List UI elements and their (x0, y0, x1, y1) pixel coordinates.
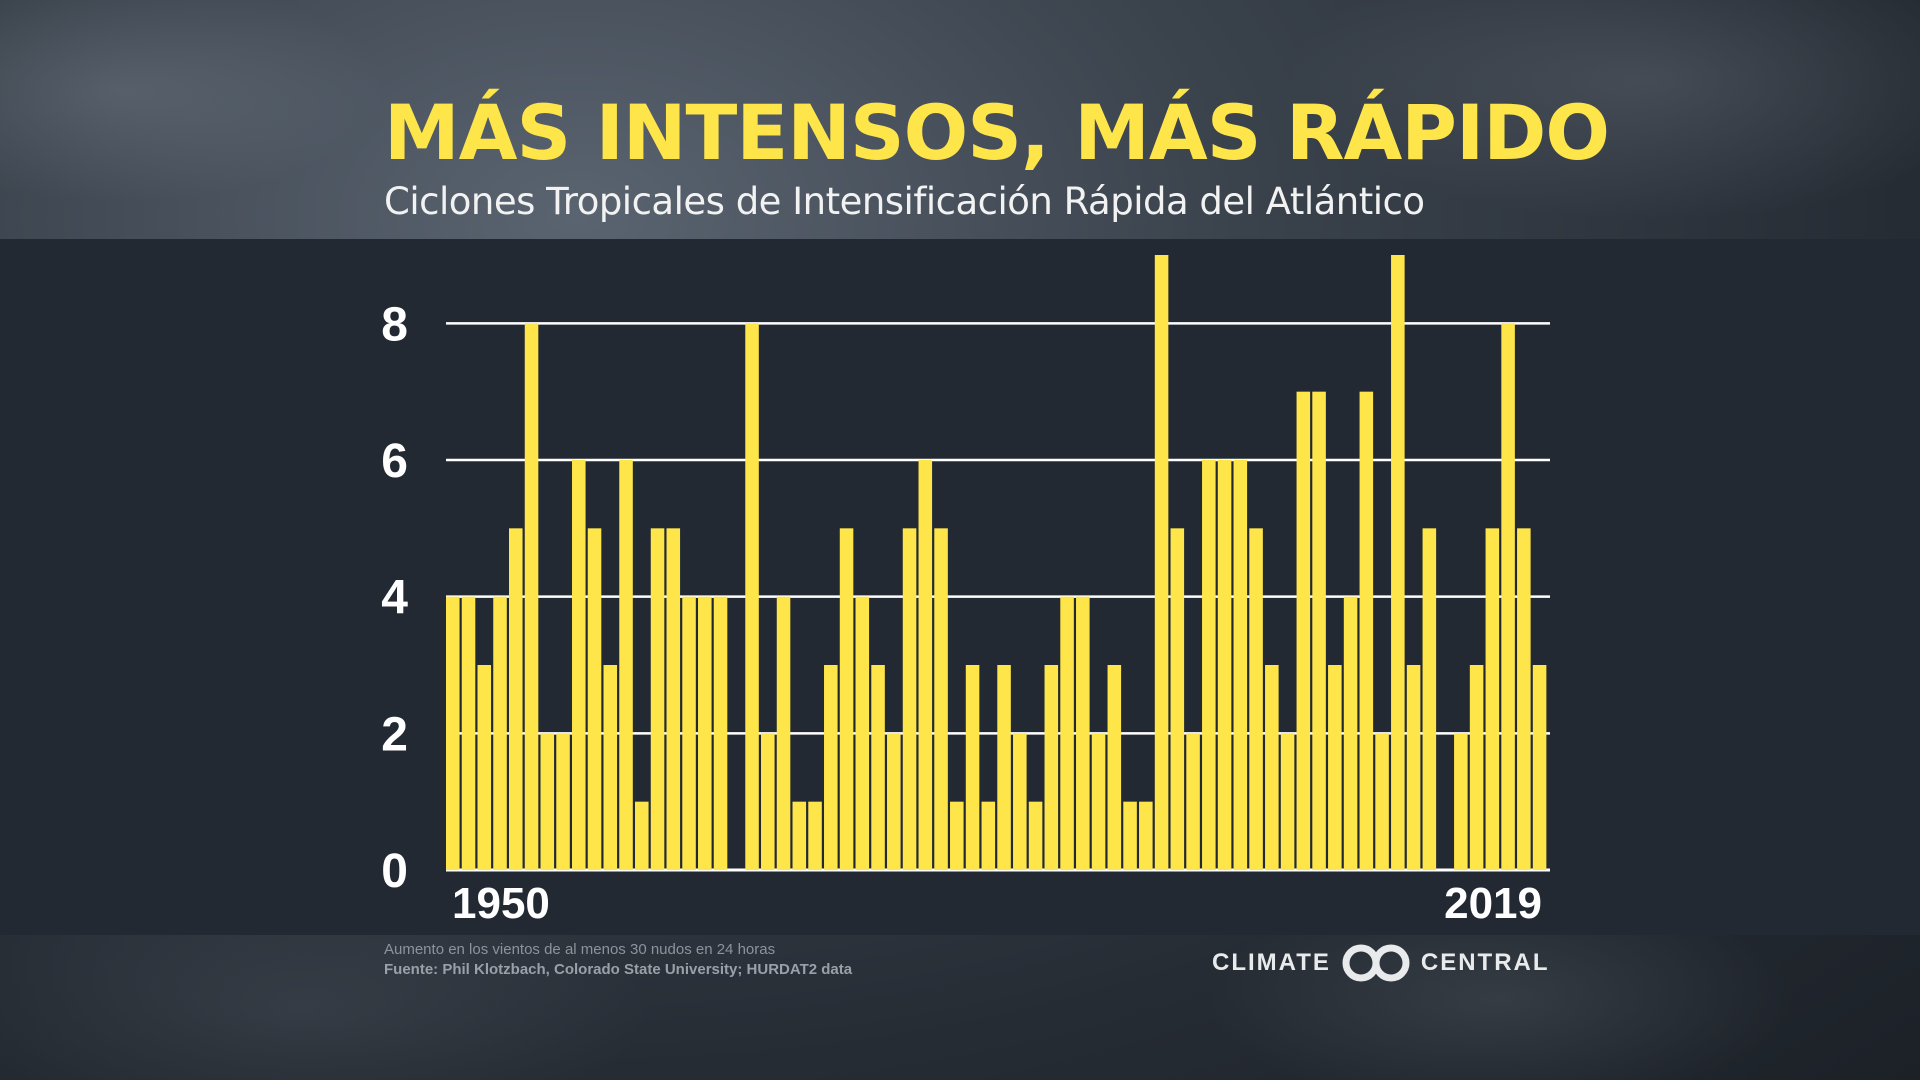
bar-1965 (682, 596, 696, 870)
bar-2009 (1375, 733, 1389, 870)
bar-1975 (839, 528, 854, 870)
footnote-source: Fuente: Phil Klotzbach, Colorado State U… (384, 961, 853, 978)
bar-1998 (1202, 460, 1216, 870)
footnote-note: Aumento en los vientos de al menos 30 nu… (384, 941, 776, 958)
bar-2002 (1265, 665, 1279, 870)
bar-1953 (493, 596, 507, 870)
bar-1978 (887, 733, 901, 870)
bar-1977 (871, 665, 885, 870)
bar-1987 (1028, 801, 1043, 870)
bar-2019 (1532, 665, 1547, 870)
bar-1985 (997, 665, 1011, 870)
bar-2018 (1517, 528, 1531, 870)
bar-2004 (1296, 391, 1311, 870)
bar-2015 (1469, 665, 1484, 870)
bar-2001 (1249, 528, 1263, 870)
bar-2000 (1233, 460, 1248, 870)
bar-1966 (698, 596, 712, 870)
bar-1995 (1154, 255, 1169, 870)
y-tick-label: 6 (381, 435, 408, 488)
bar-1984 (981, 801, 996, 870)
bar-1999 (1217, 460, 1232, 870)
bar-1981 (934, 528, 948, 870)
bar-2012 (1422, 528, 1437, 870)
bar-1972 (792, 801, 807, 870)
bar-1951 (461, 596, 476, 870)
bar-1982 (950, 801, 964, 870)
bar-1989 (1060, 596, 1074, 870)
bar-1983 (965, 665, 980, 870)
bar-2014 (1454, 733, 1468, 870)
y-tick-label: 4 (381, 572, 408, 625)
bar-2016 (1485, 528, 1500, 870)
bar-1990 (1076, 596, 1090, 870)
y-tick-label: 2 (381, 708, 408, 761)
bar-1986 (1013, 733, 1027, 870)
bar-2005 (1312, 391, 1326, 870)
bar-1979 (902, 528, 917, 870)
bar-1961 (619, 460, 633, 870)
bar-1959 (587, 528, 602, 870)
y-tick-label: 0 (381, 845, 408, 898)
bar-1955 (524, 323, 539, 871)
bar-1993 (1123, 801, 1137, 870)
bar-2008 (1359, 391, 1374, 870)
bar-1991 (1091, 733, 1106, 870)
bar-1974 (824, 665, 838, 870)
bar-2007 (1343, 596, 1358, 870)
bar-2006 (1328, 665, 1342, 870)
bar-1994 (1139, 801, 1153, 870)
bar-1958 (572, 460, 586, 870)
bar-1969 (745, 323, 759, 871)
bar-1964 (666, 528, 681, 870)
bar-1988 (1044, 665, 1059, 870)
bar-2010 (1391, 255, 1405, 870)
brand-text-right: CENTRAL (1420, 949, 1550, 976)
bar-2003 (1280, 733, 1295, 870)
bar-1960 (603, 665, 618, 870)
bar-1996 (1170, 528, 1185, 870)
x-tick-label-end: 2019 (1444, 879, 1542, 928)
bar-1957 (556, 733, 570, 870)
bar-1980 (918, 460, 933, 870)
bar-1962 (635, 801, 649, 870)
footnote: Aumento en los vientos de al menos 30 nu… (384, 940, 852, 980)
climate-central-logo: CLIMATE CENTRAL (1212, 940, 1550, 986)
bar-2017 (1501, 323, 1515, 871)
bar-1971 (776, 596, 791, 870)
bar-1954 (509, 528, 523, 870)
infinity-icon (1342, 944, 1410, 982)
bar-1973 (808, 801, 822, 870)
x-tick-label-start: 1950 (452, 879, 550, 928)
bar-1950 (446, 596, 460, 870)
bar-1997 (1186, 733, 1200, 870)
bar-1952 (477, 665, 492, 870)
bars (446, 255, 1547, 871)
axis-labels: 0 2 4 6 8 1950 2019 (381, 298, 1542, 928)
bar-2011 (1406, 665, 1421, 870)
bar-1967 (713, 596, 728, 870)
brand-text-left: CLIMATE (1212, 949, 1331, 976)
bar-1956 (540, 733, 555, 870)
chart-subtitle: Ciclones Tropicales de Intensificación R… (384, 180, 1425, 223)
bar-1970 (761, 733, 775, 870)
chart-title: MÁS INTENSOS, MÁS RÁPIDO (384, 88, 1610, 177)
bar-1963 (650, 528, 665, 870)
y-tick-label: 8 (381, 298, 408, 351)
bar-1992 (1107, 665, 1122, 870)
bar-1976 (855, 596, 870, 870)
